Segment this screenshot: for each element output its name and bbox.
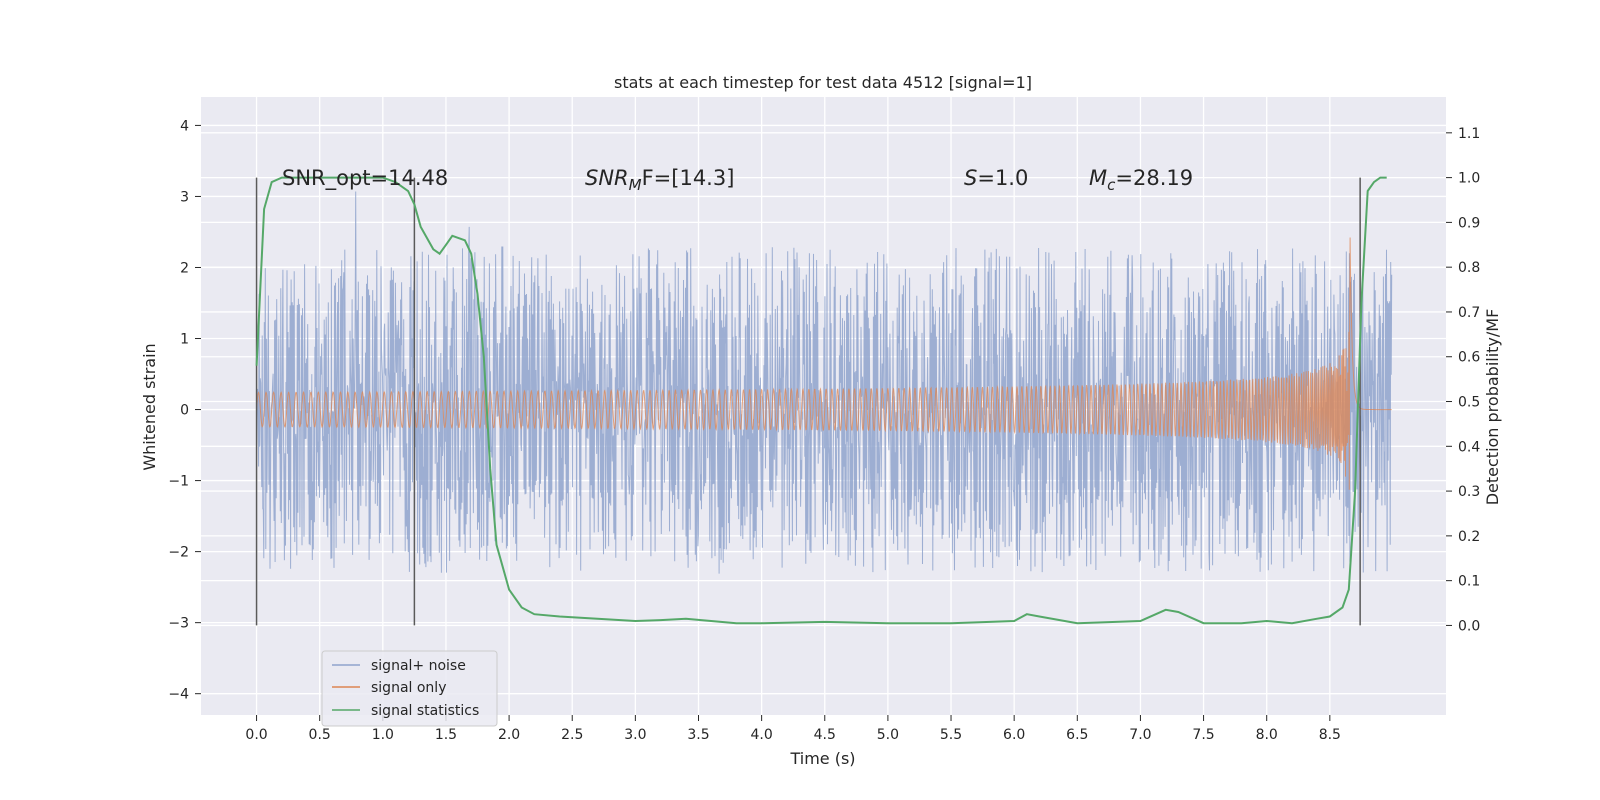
legend-box	[321, 650, 498, 727]
right-y-tick-label: 0.7	[1458, 305, 1480, 321]
right-y-tick-label: 0.0	[1458, 618, 1480, 634]
legend-label-stats: signal statistics	[371, 703, 479, 719]
left-y-tick-label: −3	[168, 616, 189, 632]
left-y-tick-label: −1	[168, 474, 189, 490]
left-y-tick-label: 4	[180, 118, 189, 134]
vertical-markers	[255, 177, 1361, 626]
x-tick-label: 3.5	[687, 727, 709, 743]
x-tick-label: 2.5	[561, 727, 583, 743]
left-y-tick-label: −2	[168, 545, 189, 561]
left-y-tick-label: 0	[180, 403, 189, 419]
x-tick-label: 1.0	[372, 727, 394, 743]
x-tick-label: 8.0	[1256, 727, 1278, 743]
series-signal-only	[256, 237, 1392, 490]
series-signal-statistics	[255, 176, 1387, 625]
left-y-tick-label: 2	[180, 260, 189, 276]
right-y-tick-label: 0.9	[1458, 215, 1480, 231]
right-y-tick-label: 0.2	[1458, 529, 1480, 545]
signal-trace	[256, 237, 1392, 490]
left-y-axis-label: Whitened strain	[140, 343, 159, 470]
x-tick-label: 5.0	[877, 727, 899, 743]
x-tick-label: 5.5	[940, 727, 962, 743]
x-tick-label: 4.0	[750, 727, 772, 743]
right-y-tick-label: 0.6	[1458, 350, 1480, 366]
right-y-tick-label: 0.1	[1458, 574, 1480, 590]
stats-line	[255, 176, 1387, 625]
x-tick-label: 6.0	[1003, 727, 1025, 743]
x-axis-label: Time (s)	[789, 749, 855, 768]
x-tick-label: 7.5	[1192, 727, 1214, 743]
x-tick-label: 7.0	[1129, 727, 1151, 743]
annotation-mc: Mc=28.19	[1089, 166, 1193, 194]
legend-label-signal: signal only	[371, 680, 446, 696]
right-y-tick-label: 0.4	[1458, 439, 1480, 455]
annotation-s: S=1.0	[964, 166, 1028, 190]
right-y-tick-label: 1.0	[1458, 171, 1480, 187]
right-y-tick-label: 1.1	[1458, 126, 1480, 142]
x-tick-label: 3.0	[624, 727, 646, 743]
x-tick-label: 1.5	[435, 727, 457, 743]
annotation-snr-opt: SNR_opt=14.48	[282, 166, 448, 191]
x-tick-label: 4.5	[814, 727, 836, 743]
x-tick-label: 8.5	[1319, 727, 1341, 743]
legend: signal+ noise signal only signal statist…	[321, 650, 498, 727]
right-y-tick-label: 0.5	[1458, 395, 1480, 411]
chart-title: stats at each timestep for test data 451…	[614, 73, 1032, 92]
x-tick-label: 0.0	[245, 727, 267, 743]
right-y-tick-label: 0.3	[1458, 484, 1480, 500]
legend-label-noise: signal+ noise	[371, 658, 466, 674]
left-y-tick-label: 1	[180, 332, 189, 348]
right-y-axis-label: Detection probability/MF	[1483, 309, 1502, 506]
right-y-tick-label: 0.8	[1458, 260, 1480, 276]
x-tick-label: 6.5	[1066, 727, 1088, 743]
left-y-tick-label: 3	[180, 189, 189, 205]
left-y-tick-label: −4	[168, 687, 189, 703]
x-axis-ticks: 0.0 0.5 1.0 1.5 2.0 2.5 3.0 3.5 4.0 4.5 5.0 5.5 6.0 6…	[245, 715, 1341, 743]
x-tick-label: 0.5	[309, 727, 331, 743]
right-y-axis-ticks: 1.1 1.0 0.9 0.8 0.7 0.6 0.5 0.4 0.3 0.2 0.1 0.0	[1446, 126, 1480, 634]
left-y-axis-ticks: 4 3 2 1 0 −1 −2 −3 −4	[168, 118, 201, 703]
x-tick-label: 2.0	[498, 727, 520, 743]
annotation-snr-mf: SNRMF=[14.3]	[585, 166, 734, 194]
